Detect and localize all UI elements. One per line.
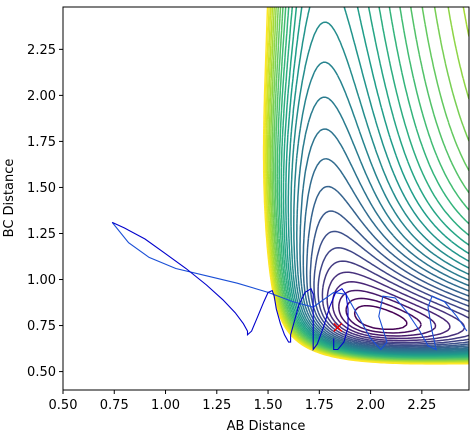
x-tick-label: 0.50 [49,398,78,413]
contour-level-11 [299,128,469,352]
x-axis: 0.50 0.75 1.00 1.25 1.50 1.75 2.00 2.25 [49,390,436,413]
y-tick-label: 1.75 [27,135,56,150]
plot-frame [62,6,470,391]
contour-level-15 [287,7,469,356]
contour-level-13 [293,61,469,354]
y-tick-label: 0.75 [27,319,56,334]
y-tick-label: 1.00 [27,273,56,288]
trajectory-group [111,221,468,352]
y-axis: 0.50 0.75 1.00 1.25 1.50 1.75 2.00 2.25 [27,43,63,380]
contour-level-10 [302,157,469,351]
y-tick-label: 2.00 [27,89,56,104]
x-tick-label: 1.25 [202,398,231,413]
marker-layer [333,322,343,332]
contour-level-1 [345,297,422,334]
contour-level-3 [331,281,451,340]
y-tick-label: 2.25 [27,43,56,58]
x-tick-label: 2.25 [407,398,436,413]
contour-level-9 [305,185,469,350]
contour-level-12 [296,96,469,353]
x-tick-label: 1.00 [151,398,180,413]
x-axis-label: AB Distance [227,419,306,434]
y-axis-label: BC Distance [2,159,17,238]
y-tick-label: 1.25 [27,227,56,242]
y-tick-label: 1.50 [27,181,56,196]
y-tick-label: 0.50 [27,365,56,380]
x-tick-label: 1.50 [254,398,283,413]
contour-level-7 [313,230,469,347]
end-point-marker [333,322,343,332]
x-tick-label: 1.75 [305,398,334,413]
x-tick-label: 2.00 [356,398,385,413]
contour-level-2 [338,289,437,337]
contour-level-14 [290,21,469,355]
x-tick-label: 0.75 [100,398,129,413]
trajectory-line [111,221,349,352]
secondary-trajectory-line [111,222,468,351]
